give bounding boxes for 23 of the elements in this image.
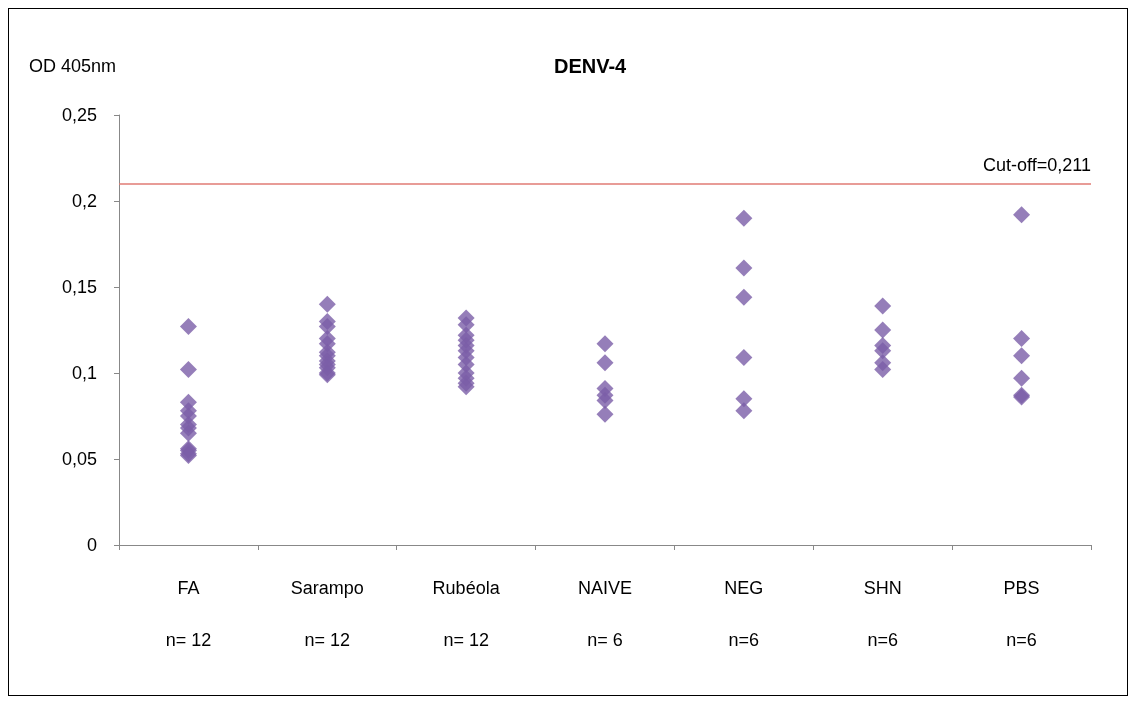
text: n=6 (867, 630, 898, 650)
x-tick-label: SHN (863, 578, 902, 598)
y-tick-label: 0,2 (71, 191, 97, 211)
y-tick-label: 0,15 (61, 277, 97, 297)
y-tick-label: 0,05 (61, 449, 97, 469)
text: n= 6 (587, 630, 623, 650)
text: n= 12 (304, 630, 351, 650)
x-tick-label: NEG (724, 578, 764, 598)
x-tick-label: PBS (1003, 578, 1040, 598)
y-axis-title: OD 405nm (29, 56, 117, 76)
x-tick-label: FA (177, 578, 200, 598)
x-tick-label: Rubéola (432, 578, 501, 598)
y-tick-label: 0,1 (71, 363, 97, 383)
chart-title: DENV-4 (554, 55, 628, 77)
y-tick-label: 0 (86, 535, 97, 555)
x-tick-label: Sarampo (290, 578, 364, 598)
text: n=6 (728, 630, 760, 650)
x-tick-label: NAIVE (577, 578, 633, 598)
text: n=6 (1006, 630, 1037, 650)
ref-line-label: Cut-off=0,211 (983, 154, 1091, 175)
y-tick-label: 0,25 (61, 105, 97, 125)
text: n= 12 (443, 630, 489, 650)
text: n= 12 (165, 630, 212, 650)
